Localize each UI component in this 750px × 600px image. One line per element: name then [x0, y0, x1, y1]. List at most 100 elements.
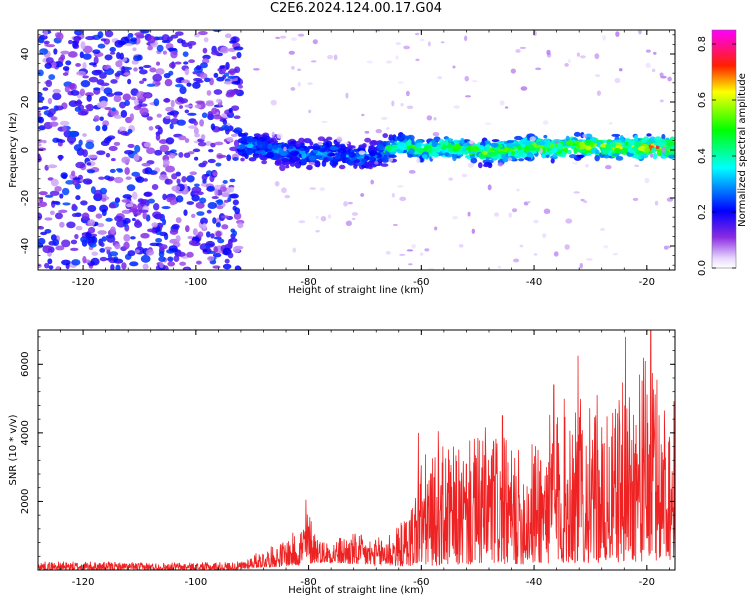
spectrogram-cell [275, 36, 281, 39]
spectrogram-cell [143, 142, 152, 148]
spectrogram-cell [84, 92, 94, 97]
spectrogram-cell [188, 125, 198, 129]
spectrogram-cell [520, 86, 528, 91]
spectrogram-cell [122, 93, 131, 101]
spectrogram-cell [38, 92, 43, 97]
spectrogram-cell [667, 154, 675, 159]
spectrogram-cell [38, 154, 42, 162]
spectrogram-cell [646, 133, 652, 137]
spectrogram-cell [100, 38, 107, 42]
spectrogram-cell [163, 98, 171, 103]
spectrogram-cell [308, 161, 316, 165]
spectrogram-cell [434, 226, 438, 231]
spectrogram-cell [76, 99, 82, 108]
spectrogram-cell [200, 134, 206, 140]
spectrogram-cell [59, 221, 65, 228]
spectrogram-cell [458, 244, 464, 248]
spectrogram-cell [39, 48, 49, 55]
spectrogram-cell [41, 105, 49, 110]
spectrogram-cell [186, 201, 195, 205]
spectrogram-cell [154, 149, 163, 156]
spectrogram-cell [576, 52, 580, 57]
spectrogram-cell [158, 256, 166, 263]
spectrogram-cell [110, 79, 118, 84]
spectrogram-cell [594, 155, 600, 162]
spectrogram-cell [206, 90, 212, 96]
spectrogram-cell [213, 72, 219, 78]
spectrogram-cell [315, 160, 321, 168]
spectrogram-cell [272, 144, 278, 150]
spectrogram-cell [82, 149, 88, 158]
spectrogram-cell [71, 259, 81, 266]
spectrogram-cell [227, 75, 237, 79]
spectrogram-cell [44, 262, 50, 269]
spectrogram-cell [515, 49, 521, 53]
spectrogram-cell [233, 115, 241, 120]
spectrogram-cell [132, 47, 137, 52]
spectrogram-cell [222, 119, 228, 125]
spectrogram-cell [463, 35, 468, 42]
snr-xlabel: Height of straight line (km) [288, 585, 424, 596]
spectrogram-cell [380, 163, 389, 167]
spectrogram-cell [52, 238, 60, 247]
spectrogram-cell [615, 155, 624, 161]
spectrogram-cell [183, 61, 189, 65]
spectrogram-cell [261, 156, 268, 161]
spectrogram-cell [127, 78, 132, 85]
spectrogram-cells [38, 30, 675, 270]
spectrogram-cell [415, 32, 420, 36]
spectrogram-cell [348, 151, 357, 158]
spectrogram-cell [156, 113, 162, 118]
spectrogram-cell [484, 140, 491, 146]
spectrogram-cell [72, 179, 79, 186]
spectrogram-cell [268, 138, 274, 143]
spectrogram-cell [173, 113, 178, 118]
spectrogram-cell [364, 137, 372, 143]
spectrogram-cell [221, 215, 230, 219]
spectrogram-cell [110, 264, 115, 270]
spectrogram-cell [192, 228, 198, 236]
spectrogram-cell [89, 242, 97, 248]
spectrogram-cell [130, 96, 137, 101]
spectrogram-cell [99, 204, 109, 213]
spectrogram-cell [191, 213, 196, 218]
spectrogram-cell [668, 150, 675, 155]
spectrogram-cell [187, 235, 193, 240]
spectrogram-cell [405, 90, 410, 97]
spectrogram-cell [75, 63, 81, 67]
spectrogram-cell [169, 228, 179, 235]
spectrogram-ytick-label: -40 [20, 238, 31, 254]
spectrogram-cell [366, 60, 373, 64]
spectrogram-cell [134, 98, 139, 106]
spectrogram-cell [327, 152, 336, 157]
spectrogram-cell [81, 212, 90, 221]
spectrogram-cell [573, 147, 578, 155]
spectrogram-cell [661, 133, 666, 140]
spectrogram-cell [364, 161, 370, 167]
spectrogram-cell [238, 84, 244, 89]
spectrogram-cell [653, 51, 657, 55]
spectrogram-cell [464, 95, 472, 98]
spectrogram-cell [533, 253, 538, 256]
snr-xtick-label: -40 [526, 577, 542, 588]
spectrogram-cell [460, 137, 465, 144]
spectrogram-cell [315, 215, 319, 219]
spectrogram-cell [281, 158, 290, 163]
spectrogram-cell [184, 104, 193, 108]
spectrogram-cell [664, 245, 672, 249]
spectrogram-cell [582, 134, 587, 138]
spectrogram-cell [232, 205, 237, 211]
spectrogram-cell [579, 262, 583, 269]
spectrogram-cell [297, 33, 305, 37]
spectrogram-cell [507, 157, 513, 162]
spectrogram-cell [66, 221, 76, 229]
spectrogram-cell [58, 139, 66, 144]
spectrogram-cell [203, 37, 209, 43]
spectrogram-cell [42, 245, 52, 249]
spectrogram-cell [184, 138, 190, 143]
spectrogram-cell [397, 185, 404, 188]
spectrogram-cell [583, 200, 588, 204]
spectrogram-cell [644, 177, 650, 184]
spectrogram-cell [550, 158, 555, 164]
spectrogram-cell [560, 151, 567, 158]
